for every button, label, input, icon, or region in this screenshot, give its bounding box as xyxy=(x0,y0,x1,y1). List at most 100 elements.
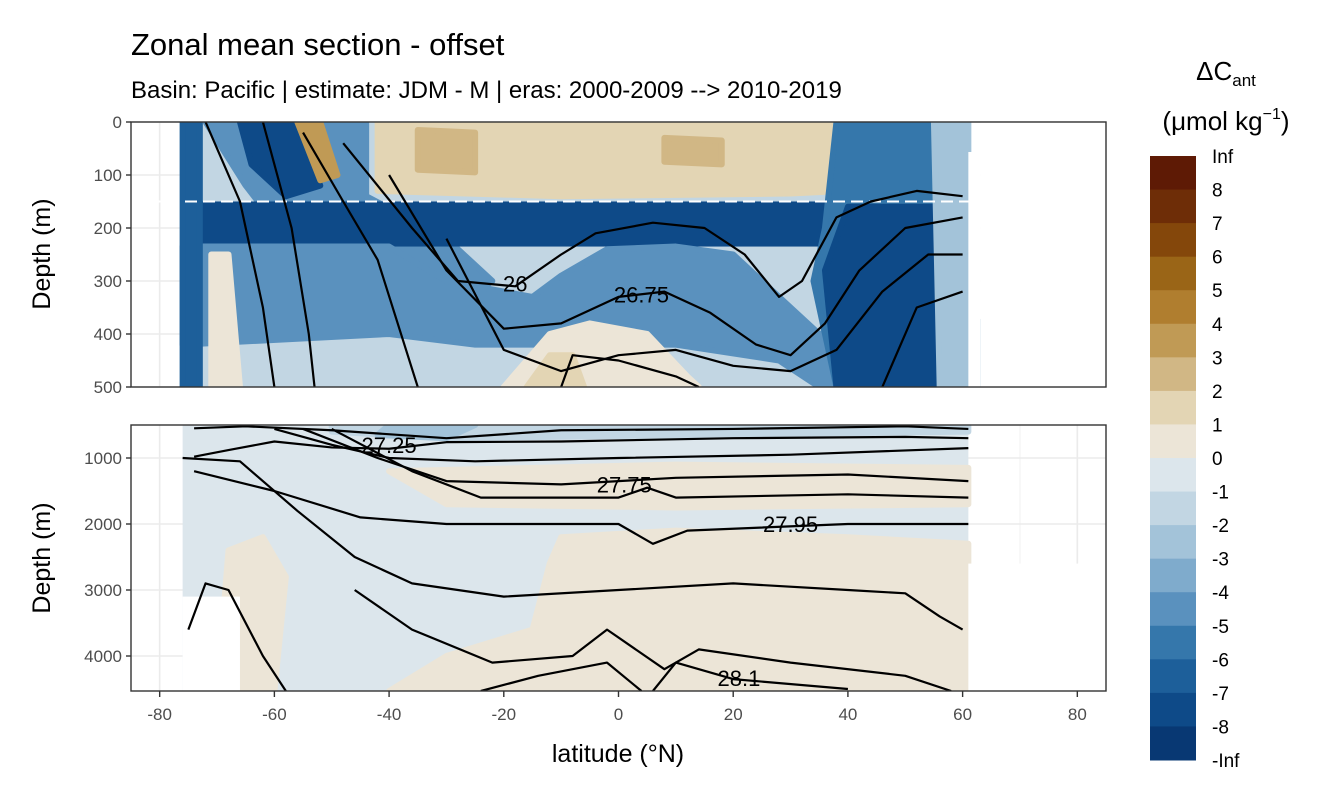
legend-swatch xyxy=(1150,625,1196,660)
isopycnal xyxy=(480,661,643,691)
isopycnal xyxy=(302,132,419,387)
surface-positive-patch xyxy=(661,134,725,168)
legend-label: -2 xyxy=(1212,516,1229,537)
northern-negative-core xyxy=(821,203,943,387)
isopycnal-26-75 xyxy=(388,174,963,357)
legend-swatch xyxy=(1150,458,1196,493)
contour-label: 26 xyxy=(503,272,527,297)
legend-label: -5 xyxy=(1212,617,1229,638)
y-tick-label: 4000 xyxy=(84,647,122,666)
legend-label: 7 xyxy=(1212,214,1223,235)
isopycnal-26 xyxy=(342,142,963,298)
negative-core xyxy=(236,122,324,200)
y-axis-title-lower: Depth (m) xyxy=(28,502,56,613)
legend-swatch xyxy=(1150,491,1196,526)
y-tick-label: 400 xyxy=(94,325,122,344)
legend-swatch xyxy=(1150,256,1196,291)
contour-label: 28.1 xyxy=(718,666,761,691)
legend-swatch xyxy=(1150,323,1196,358)
mid-positive xyxy=(386,461,972,511)
isopycnal xyxy=(261,122,316,387)
legend-label: 1 xyxy=(1212,415,1223,436)
y-axis-title-upper: Depth (m) xyxy=(28,198,56,309)
x-tick-label: -80 xyxy=(147,705,172,724)
x-axis: -80 -60 -40 -20 0 20 40 60 80 xyxy=(147,691,1087,724)
y-tick-label: 1000 xyxy=(84,449,122,468)
chart-title: Zonal mean section - offset xyxy=(131,27,505,62)
upper-panel: 26 26.75 0 100 200 300 400 500 xyxy=(94,113,1107,397)
y-tick-label: 200 xyxy=(94,219,122,238)
x-axis-title: latitude (°N) xyxy=(552,740,684,768)
legend-label: -Inf xyxy=(1212,751,1240,772)
y-tick-label: 3000 xyxy=(84,581,122,600)
x-tick-label: 40 xyxy=(838,705,857,724)
legend-label: 6 xyxy=(1212,248,1223,269)
isopycnal xyxy=(204,122,276,387)
contour-label: 27.75 xyxy=(597,472,652,497)
x-tick-label: -60 xyxy=(262,705,287,724)
isopycnal-27-75 xyxy=(302,427,969,486)
legend-label: 4 xyxy=(1212,315,1223,336)
lower-panel: 27.25 27.75 27.95 28.1 1000 2000 3000 4000 xyxy=(84,424,1107,692)
legend: ΔCant (μmol kg−1) Inf 8 7 6 5 4 3 2 1 0 -1 -2 -3 -4 -5… xyxy=(1150,56,1290,772)
surface-positive-patch xyxy=(414,126,479,176)
isopycnal xyxy=(560,354,700,387)
isopycnal-28-1 xyxy=(652,661,849,691)
y-tick-label: 2000 xyxy=(84,515,122,534)
legend-label: Inf xyxy=(1212,147,1234,168)
isopycnal-27-25 xyxy=(193,435,969,458)
legend-label: -8 xyxy=(1212,717,1229,738)
isopycnal xyxy=(331,427,969,499)
legend-swatch xyxy=(1150,223,1196,258)
missing-data xyxy=(182,596,240,691)
panel-border xyxy=(130,121,1107,388)
isopycnal xyxy=(182,456,964,631)
legend-swatch xyxy=(1150,424,1196,459)
chart-subtitle: Basin: Pacific | estimate: JDM - M | era… xyxy=(131,77,842,104)
y-tick-label: 500 xyxy=(94,378,122,397)
isopycnal xyxy=(274,427,969,463)
deep-positive xyxy=(386,527,972,691)
isopycnal xyxy=(445,238,963,373)
missing-data xyxy=(968,152,981,387)
legend-colorbar: Inf 8 7 6 5 4 3 2 1 0 -1 -2 -3 -4 -5 -6 -7 -8 -Inf xyxy=(1150,147,1240,772)
y-tick-label: 300 xyxy=(94,272,122,291)
legend-label: 3 xyxy=(1212,348,1223,369)
legend-swatch xyxy=(1150,290,1196,325)
x-tick-label: -20 xyxy=(492,705,517,724)
legend-label: -1 xyxy=(1212,483,1229,504)
x-tick-label: 80 xyxy=(1068,705,1087,724)
contour-label: 27.25 xyxy=(362,433,417,458)
legend-unit-prefix: (μmol kg xyxy=(1162,106,1262,136)
legend-swatch xyxy=(1150,390,1196,425)
x-tick-label: 0 xyxy=(614,705,623,724)
contour-label: 26.75 xyxy=(614,282,669,307)
legend-swatch xyxy=(1150,726,1196,761)
legend-swatch xyxy=(1150,156,1196,191)
x-tick-label: 60 xyxy=(953,705,972,724)
isopycnal xyxy=(187,582,287,691)
legend-swatch xyxy=(1150,692,1196,727)
legend-label: -4 xyxy=(1212,583,1229,604)
legend-title-main: ΔC xyxy=(1196,56,1232,86)
y-tick-label: 100 xyxy=(94,166,122,185)
legend-label: 2 xyxy=(1212,382,1223,403)
y-tick-label: 0 xyxy=(113,113,122,132)
legend-label: -7 xyxy=(1212,684,1229,705)
contour-label: 27.95 xyxy=(763,512,818,537)
isopycnal-27-95 xyxy=(193,470,969,545)
legend-label: -6 xyxy=(1212,650,1229,671)
legend-title-sub: ant xyxy=(1232,71,1256,90)
legend-unit-exp: −1 xyxy=(1263,106,1281,123)
legend-label: -3 xyxy=(1212,550,1229,571)
legend-label: 5 xyxy=(1212,281,1223,302)
lower-field: 27.25 27.75 27.95 28.1 xyxy=(182,425,1106,691)
legend-swatch xyxy=(1150,558,1196,593)
legend-unit: (μmol kg−1) xyxy=(1162,106,1289,136)
missing-data xyxy=(980,122,1106,387)
upper-field: 26 26.75 xyxy=(131,122,1106,387)
isopycnal xyxy=(881,290,963,387)
missing-data xyxy=(968,563,1106,691)
legend-swatch xyxy=(1150,525,1196,560)
